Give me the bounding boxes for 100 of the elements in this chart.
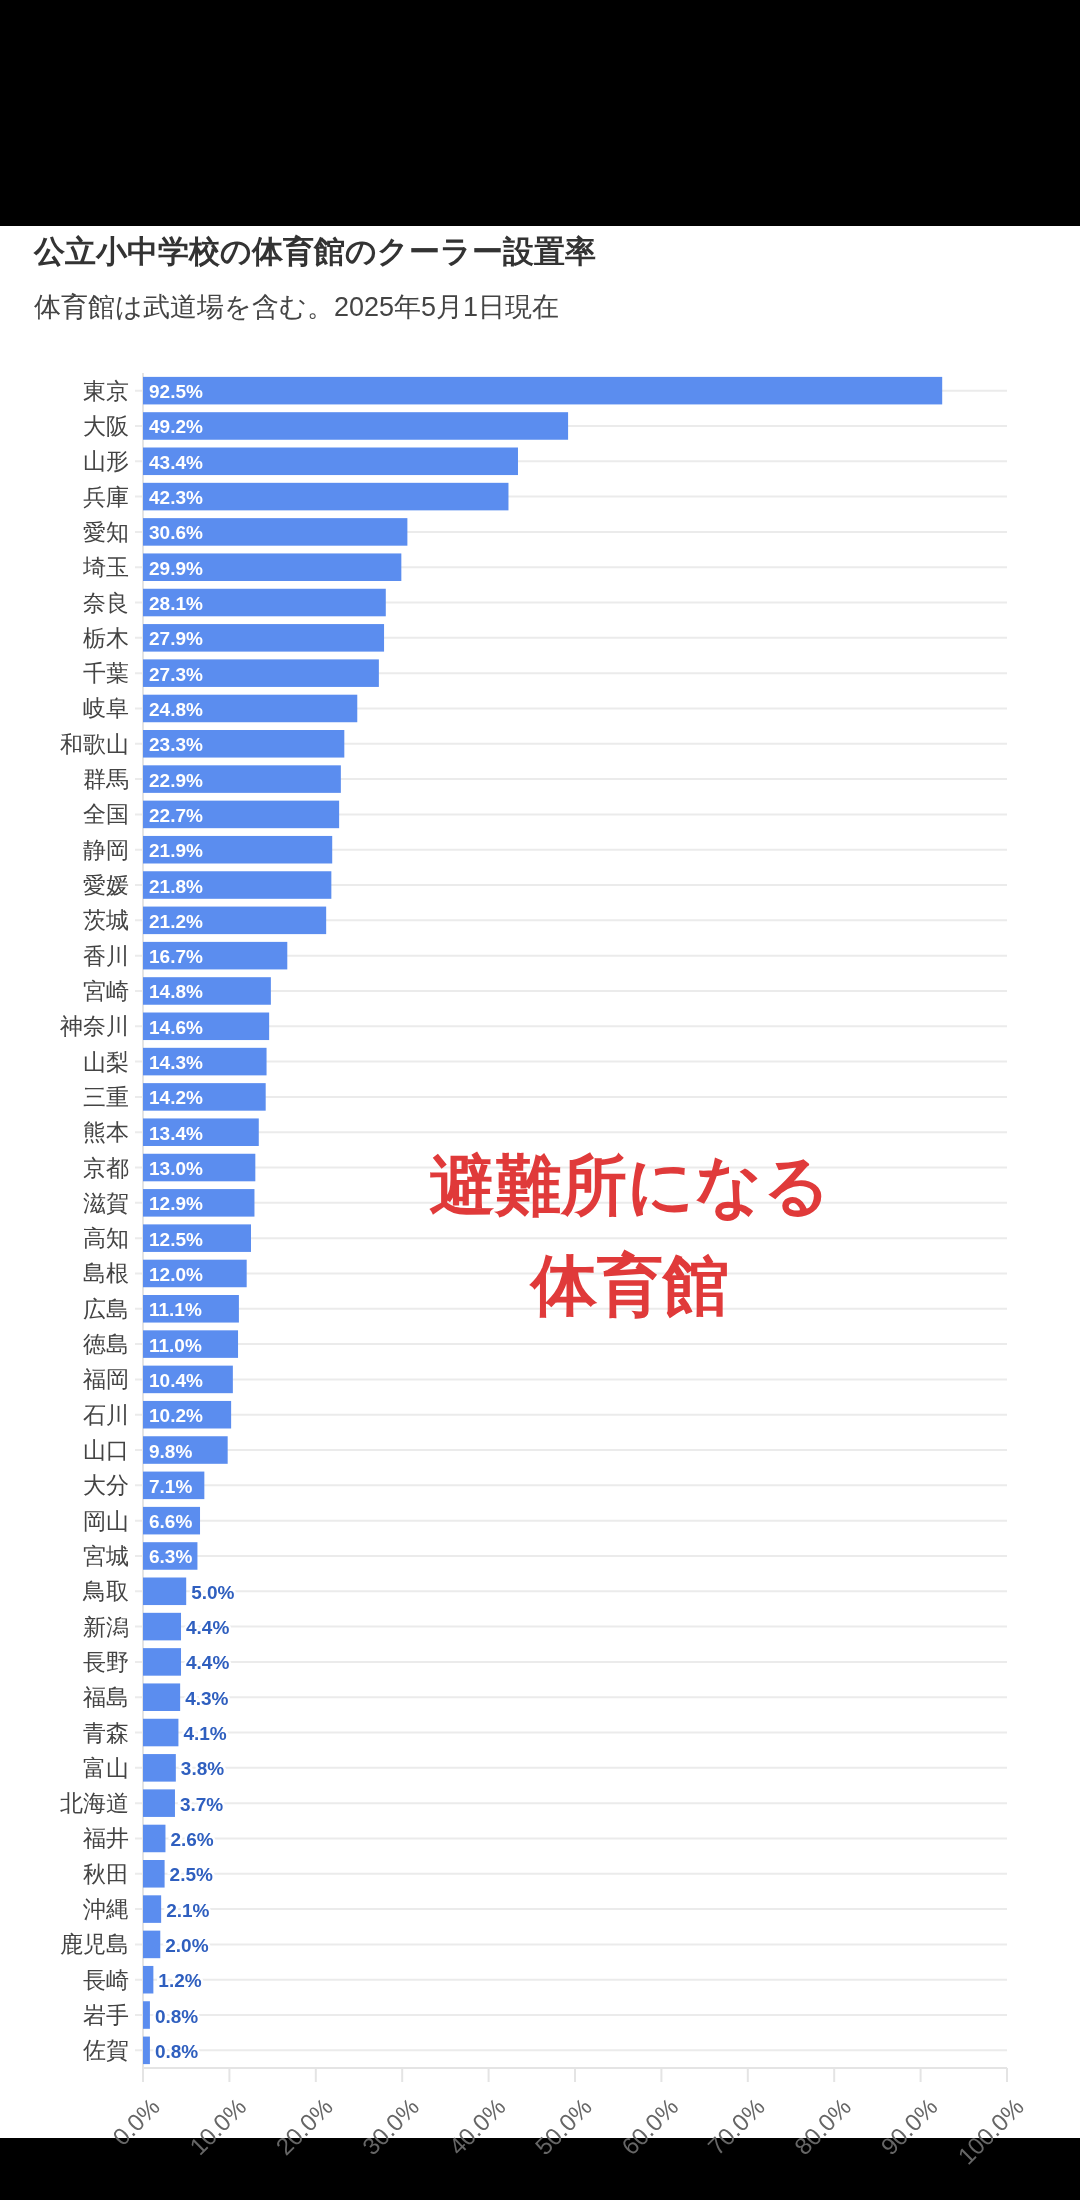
data-label: 43.4% — [149, 451, 203, 473]
y-tick-label: 鳥取 — [82, 1578, 129, 1605]
y-tick-label: 長野 — [83, 1648, 129, 1675]
y-tick-label: 宮崎 — [83, 977, 129, 1004]
data-label: 3.8% — [180, 1758, 225, 1780]
y-tick-label: 全国 — [83, 801, 129, 828]
y-tick-label: 岩手 — [83, 2002, 129, 2029]
data-label: 12.0% — [149, 1263, 203, 1285]
data-label: 30.6% — [149, 522, 203, 544]
y-tick-label: 熊本 — [83, 1119, 129, 1146]
y-tick-label: 青森 — [83, 1719, 129, 1746]
data-label: 12.9% — [149, 1193, 203, 1215]
y-tick-label: 京都 — [83, 1154, 129, 1181]
data-label: 11.1% — [149, 1299, 202, 1321]
data-label: 4.4% — [186, 1617, 230, 1639]
y-tick-label: 宮城 — [83, 1542, 129, 1569]
data-label: 10.4% — [149, 1369, 203, 1391]
y-tick-label: 北海道 — [60, 1790, 129, 1817]
data-label: 0.8% — [154, 2005, 199, 2027]
y-tick-label: 滋賀 — [83, 1189, 129, 1216]
data-label: 11.0% — [149, 1334, 202, 1356]
y-tick-label: 茨城 — [83, 907, 129, 934]
data-label: 21.8% — [149, 875, 203, 897]
y-tick-label: 和歌山 — [60, 730, 129, 757]
y-tick-label: 福岡 — [83, 1366, 129, 1393]
data-label: 3.7% — [179, 1793, 224, 1815]
annotation: 体育館 — [529, 1248, 729, 1322]
data-label: 5.0% — [191, 1581, 235, 1603]
y-tick-label: 福井 — [83, 1825, 129, 1852]
data-label: 42.3% — [149, 487, 203, 509]
y-tick-label: 栃木 — [83, 624, 129, 651]
y-tick-label: 新潟 — [83, 1613, 129, 1640]
data-label: 27.9% — [149, 628, 203, 650]
y-tick-label: 高知 — [83, 1225, 129, 1252]
y-tick-label: 山梨 — [83, 1048, 129, 1075]
y-tick-label: 大阪 — [83, 412, 129, 439]
y-tick-label: 広島 — [83, 1295, 129, 1322]
data-label: 16.7% — [149, 946, 203, 968]
y-tick-label: 富山 — [83, 1754, 129, 1781]
data-label: 28.1% — [149, 593, 203, 615]
y-tick-label: 千葉 — [83, 660, 129, 687]
y-tick-label: 山形 — [83, 448, 129, 475]
data-label: 23.3% — [149, 734, 203, 756]
y-tick-label: 沖縄 — [83, 1896, 129, 1923]
data-label: 22.9% — [149, 769, 203, 791]
y-tick-label: 群馬 — [83, 766, 129, 793]
y-tick-label: 兵庫 — [83, 483, 129, 510]
y-tick-label: 長崎 — [83, 1966, 129, 1993]
data-label: 2.1% — [166, 1899, 210, 1921]
y-tick-label: 鹿児島 — [60, 1931, 129, 1958]
annotation: 避難所になる — [429, 1148, 831, 1222]
y-tick-label: 福島 — [83, 1684, 129, 1711]
y-tick-label: 岡山 — [83, 1507, 129, 1534]
data-label: 4.4% — [186, 1652, 230, 1674]
y-tick-label: 埼玉 — [82, 554, 129, 581]
data-label: 7.1% — [149, 1475, 193, 1497]
y-tick-label: 奈良 — [83, 589, 129, 616]
y-tick-label: 愛知 — [83, 518, 129, 545]
data-label: 22.7% — [149, 804, 203, 826]
y-tick-label: 愛媛 — [83, 872, 129, 899]
y-tick-label: 大分 — [83, 1472, 129, 1499]
data-label: 92.5% — [149, 381, 203, 403]
data-label: 2.5% — [169, 1864, 214, 1886]
data-label: 13.0% — [149, 1158, 203, 1180]
chart-subtitle: 体育館は武道場を含む。2025年5月1日現在 — [34, 292, 560, 322]
y-tick-label: 香川 — [83, 942, 129, 969]
data-label: 4.1% — [183, 1723, 227, 1745]
data-label: 14.6% — [149, 1016, 203, 1038]
y-tick-label: 静岡 — [83, 836, 129, 863]
data-label: 9.8% — [149, 1440, 193, 1462]
data-label: 1.2% — [158, 1970, 202, 1992]
data-label: 13.4% — [149, 1122, 203, 1144]
y-tick-label: 石川 — [83, 1401, 129, 1428]
y-tick-label: 秋田 — [83, 1860, 129, 1887]
data-label: 21.9% — [149, 840, 203, 862]
data-label: 0.8% — [154, 2040, 199, 2062]
data-label: 27.3% — [149, 663, 203, 685]
data-label: 24.8% — [149, 698, 203, 720]
data-label: 2.0% — [165, 1934, 209, 1956]
y-tick-label: 三重 — [83, 1083, 129, 1110]
y-tick-label: 島根 — [83, 1260, 129, 1287]
data-label: 29.9% — [149, 557, 203, 579]
y-tick-label: 佐賀 — [83, 2037, 129, 2064]
data-label: 21.2% — [149, 910, 203, 932]
data-label: 14.8% — [149, 981, 203, 1003]
data-label: 4.3% — [185, 1687, 229, 1709]
data-label: 10.2% — [149, 1405, 203, 1427]
data-label: 6.6% — [149, 1511, 193, 1533]
data-label: 49.2% — [149, 416, 203, 438]
y-tick-label: 山口 — [83, 1437, 129, 1464]
y-tick-label: 東京 — [83, 377, 129, 404]
y-tick-label: 徳島 — [83, 1331, 129, 1358]
data-label: 12.5% — [149, 1228, 203, 1250]
y-tick-label: 神奈川 — [60, 1013, 129, 1040]
data-label: 14.3% — [149, 1052, 203, 1074]
y-tick-label: 岐阜 — [83, 695, 129, 722]
data-label: 2.6% — [170, 1828, 214, 1850]
data-label: 6.3% — [149, 1546, 193, 1568]
chart-title: 公立小中学校の体育館のクーラー設置率 — [33, 234, 596, 269]
data-label: 14.2% — [149, 1087, 203, 1109]
